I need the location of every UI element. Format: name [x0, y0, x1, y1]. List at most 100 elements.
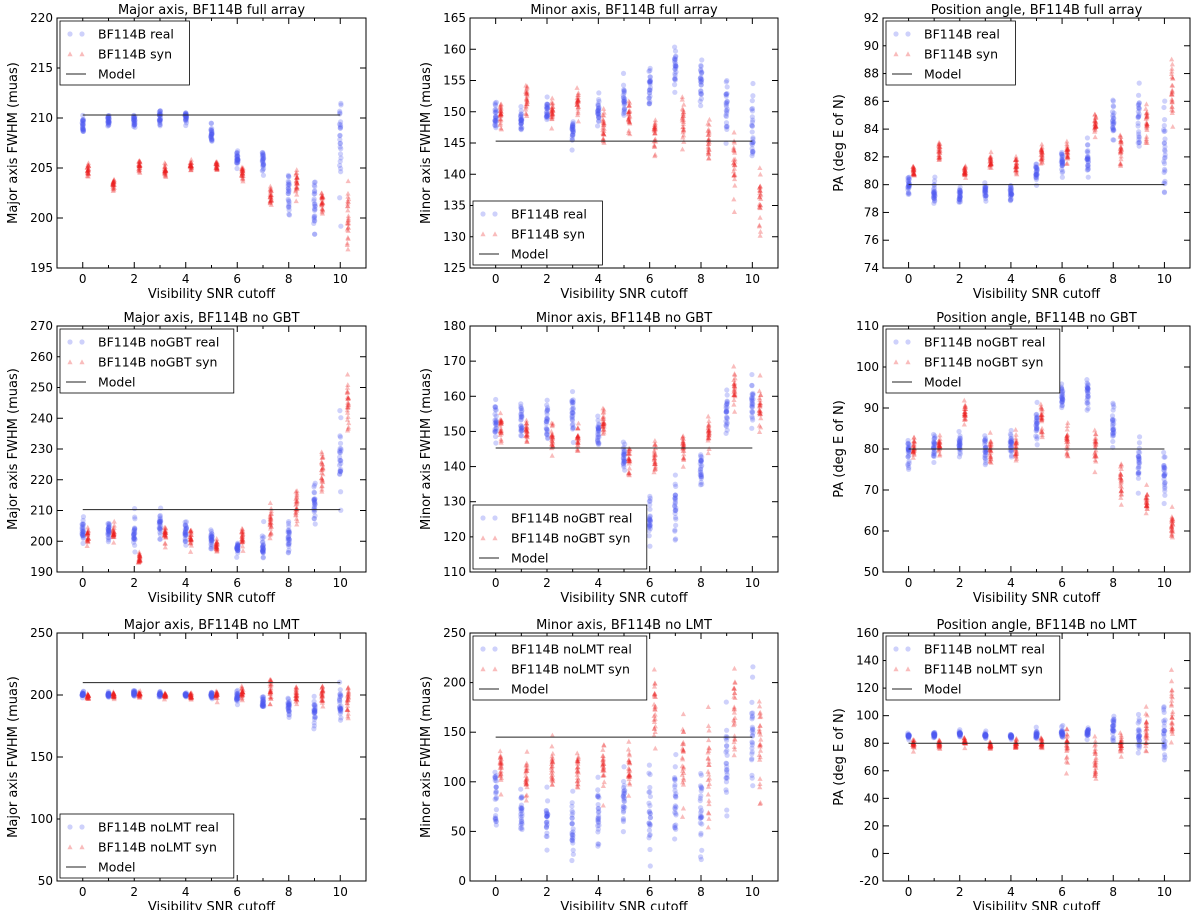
panel-3-point: [1118, 139, 1124, 145]
panel-7-point: [161, 692, 167, 697]
panel-5-point: [758, 411, 764, 417]
panel-4-point: [346, 420, 352, 426]
panel-7-point: [208, 692, 214, 699]
panel-4-xtick-label: 2: [130, 576, 138, 590]
panel-3-point: [1039, 144, 1045, 150]
panel-1-point: [234, 153, 240, 159]
panel-4-ytick-label: 270: [30, 319, 53, 333]
panel-3-point: [983, 188, 989, 194]
panel-1-point: [157, 121, 163, 128]
panel-1-point: [260, 152, 266, 158]
panel-1-point: [79, 121, 86, 127]
panel-3-ytick-label: 92: [864, 11, 879, 25]
panel-3-point: [911, 166, 917, 172]
panel-6-point: [987, 451, 993, 457]
panel-7-point: [84, 695, 90, 701]
panel-1-point: [267, 194, 273, 200]
panel-8-point: [646, 808, 653, 814]
panel-1-point: [311, 201, 318, 207]
panel-4-point: [235, 547, 241, 554]
panel-1-point: [131, 121, 137, 127]
panel-4-point: [240, 537, 246, 543]
panel-5-point: [550, 434, 556, 440]
panel-1-point: [286, 181, 292, 187]
panel-4-point: [285, 538, 291, 544]
panel-3-point: [1059, 174, 1065, 180]
panel-7-point: [208, 689, 215, 695]
panel-1-point: [268, 192, 274, 198]
panel-5-point: [498, 417, 505, 423]
panel-8-point: [620, 792, 627, 798]
panel-2-point: [750, 117, 756, 123]
panel-1-point: [110, 178, 116, 184]
panel-2-point: [732, 149, 738, 155]
panel-5-point: [543, 426, 550, 432]
panel-5-point: [601, 413, 607, 419]
panel-3-ytick-label: 84: [864, 122, 879, 136]
panel-5-point: [672, 492, 678, 498]
panel-5-point: [575, 425, 581, 431]
panel-6-point: [906, 460, 912, 466]
panel-2-point: [621, 100, 627, 106]
panel-8-point: [620, 778, 627, 785]
panel-6-point: [1168, 518, 1175, 524]
panel-4-point: [344, 394, 351, 400]
panel-6-point: [987, 458, 993, 464]
panel-5-point: [698, 458, 704, 464]
panel-1-point: [319, 207, 326, 213]
panel-3-point: [987, 154, 993, 160]
panel-7-point: [131, 690, 138, 696]
panel-3-point: [930, 186, 937, 192]
panel-3-point: [911, 170, 917, 176]
panel-1-point: [79, 120, 85, 126]
panel-4-point: [163, 534, 169, 540]
panel-3-point: [1059, 162, 1065, 169]
panel-7-point: [239, 693, 245, 698]
panel-8-point: [518, 814, 524, 820]
panel-4-point: [213, 546, 219, 552]
panel-3-point: [956, 199, 962, 205]
panel-5-point: [749, 397, 755, 403]
panel-1-legend-label: BF114B syn: [98, 47, 172, 62]
panel-8-point: [523, 772, 529, 778]
panel-7-point: [110, 692, 116, 698]
panel-3-point: [1059, 149, 1065, 155]
panel-3-point: [1093, 124, 1099, 129]
panel-4-point: [240, 538, 246, 544]
panel-5-point: [497, 420, 504, 426]
panel-5-point: [544, 397, 550, 403]
panel-5-ytick-label: 140: [443, 460, 466, 474]
panel-1-point: [319, 195, 325, 201]
panel-8-point: [673, 804, 679, 810]
panel-5-point: [544, 402, 550, 408]
panel-4-point: [209, 531, 215, 537]
panel-8-point: [680, 781, 687, 787]
panel-1-point: [239, 170, 245, 176]
panel-4-point: [182, 530, 188, 536]
panel-3-point: [1059, 158, 1066, 164]
panel-6-point: [1092, 444, 1098, 450]
panel-2-point: [596, 115, 602, 121]
panel-5-point: [524, 434, 530, 440]
panel-8-point: [652, 694, 659, 700]
panel-3-point: [962, 167, 968, 173]
panel-8-point: [651, 690, 658, 696]
panel-3-point: [1093, 123, 1099, 129]
panel-1-point: [188, 162, 194, 168]
panel-7-point: [80, 691, 86, 697]
panel-2-point: [569, 127, 576, 133]
panel-8-point: [519, 806, 525, 812]
panel-7-point: [311, 707, 317, 713]
panel-5-point: [750, 396, 756, 402]
panel-8-point: [569, 857, 575, 864]
panel-2-point: [723, 123, 730, 129]
panel-1-point: [137, 159, 143, 165]
panel-3-legend-label: BF114B real: [924, 27, 1000, 42]
panel-8-point: [647, 771, 653, 778]
panel-8-point: [647, 815, 654, 821]
panel-8-point: [549, 743, 555, 749]
panel-5-point: [524, 428, 530, 433]
panel-3-point: [1034, 168, 1040, 174]
panel-6-point: [936, 440, 942, 446]
panel-8-series-syn: [497, 665, 764, 830]
